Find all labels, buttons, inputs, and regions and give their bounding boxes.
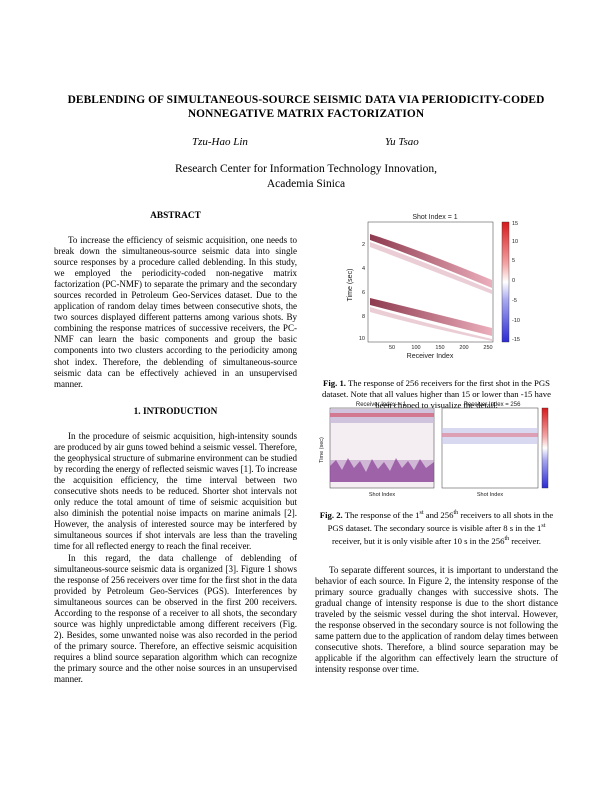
fig2-caption-post2: receiver, but it is only visible after 1… [332,535,505,546]
fig1-xtick: 200 [459,345,468,351]
fig1-primary-arrival [370,234,492,288]
fig1-caption-text: The response of 256 receivers for the fi… [322,378,551,410]
fig1-xtick: 150 [435,345,444,351]
abstract-paragraph: To increase the efficiency of seismic ac… [54,235,297,389]
fig1-plot-title: Shot Index = 1 [412,214,457,221]
fig2-caption-label: Fig. 2. [319,509,343,520]
fig1-xtick: 50 [389,345,395,351]
fig2-caption: Fig. 2. The response of the 1st and 256t… [315,508,558,547]
fig1-ytick: 4 [362,266,365,272]
affiliation-line-2: Academia Sinica [266,177,346,190]
fig2-sup-1: st [419,510,424,516]
title-line-1: DEBLENDING OF SIMULTANEOUS-SOURCE SEISMI… [67,94,545,106]
fig1-cbar-tick: -10 [512,318,520,324]
fig1-colorbar [501,221,510,343]
fig2-right-xlabel: Shot Index [477,492,504,498]
title-line-2: NONNEGATIVE MATRIX FACTORIZATION [187,108,425,120]
fig1-cbar-tick: -5 [512,298,517,304]
figure-1: Shot Index = 1 2 4 6 8 10 Time (sec) 50 … [347,214,520,360]
fig1-ytick: 8 [362,314,365,320]
fig2-left-title: Receiver Index = 1 [356,402,407,408]
fig2-ylabel: Time (sec) [319,437,325,463]
fig1-xtick: 100 [411,345,420,351]
author-2: Yu Tsao [385,136,419,148]
fig2-colorbar [541,407,549,489]
figure-2: Receiver Index = 1 Time (sec) Shot Index… [319,402,549,498]
fig1-secondary-arrival [370,298,492,336]
fig1-ytick: 6 [362,290,365,296]
fig1-secondary-coda [370,307,492,341]
fig1-ytick: 10 [359,336,365,342]
intro-paragraph-1: In the procedure of seismic acquisition,… [54,431,298,552]
fig1-ylabel: Time (sec) [347,269,354,302]
fig2-left-xlabel: Shot Index [369,492,396,498]
fig1-cbar-tick: 10 [512,239,518,245]
fig2-caption-post: receivers to all shots in the PGS datase… [327,509,554,533]
fig2-sup-4: th [504,535,510,542]
paper-title: DEBLENDING OF SIMULTANEOUS-SOURCE SEISMI… [60,93,552,121]
fig1-caption-label: Fig. 1. [323,378,346,388]
fig2-left-secondary-noise [330,458,434,482]
fig1-cbar-tick: 15 [512,221,518,227]
author-1: Tzu-Hao Lin [192,136,248,148]
fig1-caption: Fig. 1. The response of 256 receivers fo… [315,378,558,411]
fig2-caption-pre: The response of the 1 [344,509,420,520]
introduction-body: In the procedure of seismic acquisition,… [54,431,297,685]
fig1-cbar-tick: 5 [512,258,515,264]
fig1-cbar-tick: -15 [512,337,520,343]
fig2-sup-3: st [541,522,546,529]
fig1-primary-coda [370,242,492,294]
fig2-right-title: Receiver Index = 256 [464,402,522,408]
fig2-sup-2: th [453,510,459,516]
introduction-heading: 1. INTRODUCTION [133,407,218,417]
abstract-body: To increase the efficiency of seismic ac… [54,235,297,390]
affiliation: Research Center for Information Technolo… [150,162,462,191]
fig2-left-primary-line [330,413,434,417]
fig1-ytick: 2 [362,242,365,248]
fig2-caption-end: receiver. [509,535,541,546]
fig1-cbar-tick: 0 [512,278,515,284]
fig1-xtick: 250 [483,345,492,351]
intro-paragraph-2: In this regard, the data challenge of de… [54,552,297,685]
abstract-heading: ABSTRACT [150,211,201,221]
affiliation-line-1: Research Center for Information Technolo… [174,163,438,175]
fig2-right-plot-area [441,407,539,489]
right-paragraph: To separate different sources, it is imp… [315,565,558,675]
fig1-xlabel: Receiver Index [407,353,454,360]
right-column-body: To separate different sources, it is imp… [315,565,558,675]
fig2-right-primary-line [442,433,538,437]
fig2-caption-mid: and 256 [423,509,454,520]
